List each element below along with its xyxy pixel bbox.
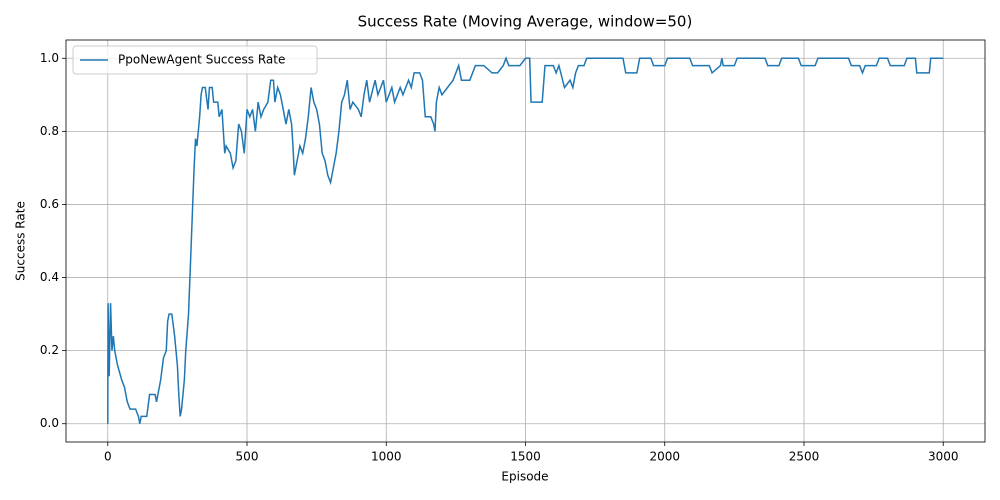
x-tick-label: 2000 [649, 450, 680, 464]
x-tick-label: 1500 [510, 450, 541, 464]
y-tick-label: 0.4 [40, 270, 59, 284]
x-tick-label: 500 [236, 450, 259, 464]
chart-title: Success Rate (Moving Average, window=50) [358, 13, 693, 31]
plot-frame [65, 39, 986, 443]
y-tick-label: 0.2 [40, 343, 59, 357]
y-axis-label: Success Rate [14, 201, 28, 281]
y-tick-label: 0.0 [40, 416, 59, 430]
legend: PpoNewAgent Success Rate [72, 45, 318, 75]
x-tick-label: 2500 [789, 450, 820, 464]
x-axis-label: Episode [501, 470, 548, 484]
y-tick-label: 1.0 [40, 51, 59, 65]
x-tick-label: 0 [104, 450, 112, 464]
x-tick-label: 3000 [928, 450, 959, 464]
legend-label: PpoNewAgent Success Rate [118, 53, 285, 67]
line-series [107, 56, 944, 424]
y-tick-label: 0.6 [40, 197, 59, 211]
x-tick-label: 1000 [371, 450, 402, 464]
y-tick-label: 0.8 [40, 124, 59, 138]
legend-box [72, 45, 318, 75]
